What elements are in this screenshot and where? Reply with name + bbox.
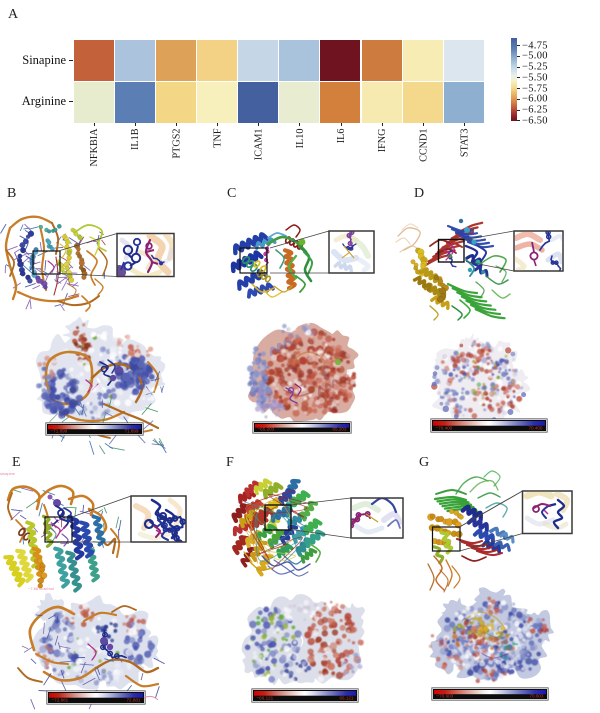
svg-text:70.603: 70.603	[529, 693, 543, 698]
svg-text:ICAM1: ICAM1	[254, 129, 265, 161]
svg-text:NFKBIA: NFKBIA	[89, 128, 100, 167]
svg-text:−70.400: −70.400	[436, 425, 453, 430]
svg-text:70.400: 70.400	[528, 425, 542, 430]
svg-text:−66.121: −66.121	[257, 695, 274, 700]
svg-text:IL6: IL6	[336, 129, 347, 144]
svg-text:CCND1: CCND1	[418, 129, 429, 162]
svg-text:72.881: 72.881	[126, 697, 140, 702]
svg-text:TNF: TNF	[213, 128, 224, 148]
svg-text:sinapine: sinapine	[0, 471, 16, 476]
svg-text:IL1B: IL1B	[130, 128, 141, 150]
svg-text:66.121: 66.121	[339, 695, 353, 700]
svg-text:65.203: 65.203	[332, 426, 346, 431]
svg-text:−65.203: −65.203	[258, 426, 275, 431]
svg-text:IL10: IL10	[295, 129, 306, 149]
svg-text:STAT3: STAT3	[459, 129, 470, 158]
svg-text:−70.603: −70.603	[437, 693, 454, 698]
svg-text:71.899: 71.899	[124, 428, 138, 433]
svg-text:−71.899: −71.899	[51, 428, 68, 433]
svg-text:−7.88 kcal/mol: −7.88 kcal/mol	[28, 586, 54, 591]
svg-text:−72.881: −72.881	[52, 697, 69, 702]
svg-text:IFNG: IFNG	[377, 128, 388, 152]
svg-text:PTGS2: PTGS2	[171, 129, 182, 159]
